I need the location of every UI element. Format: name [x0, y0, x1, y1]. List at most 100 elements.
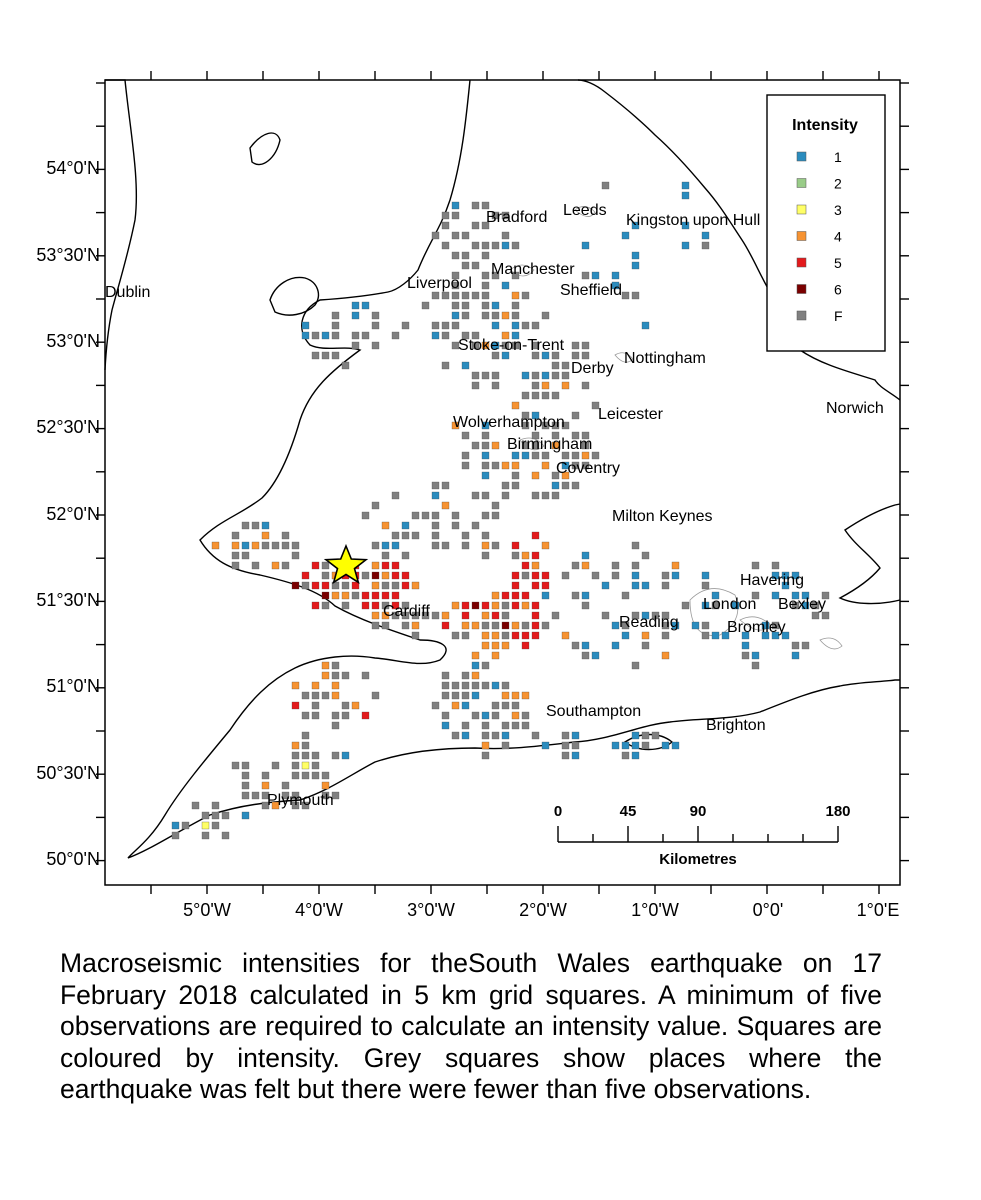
grid-square: [471, 371, 480, 380]
grid-square: [521, 391, 530, 400]
grid-square: [481, 721, 490, 730]
grid-square: [581, 601, 590, 610]
intensity-map: 54°0'N 53°30'N 53°0'N 52°30'N 52°0'N 51°…: [36, 71, 909, 920]
grid-square: [301, 731, 310, 740]
grid-square: [441, 481, 450, 490]
grid-square: [451, 271, 460, 280]
grid-square: [451, 321, 460, 330]
grid-square: [361, 511, 370, 520]
grid-square: [371, 621, 380, 630]
scale-label-0: 0: [554, 803, 562, 820]
grid-square: [291, 541, 300, 550]
grid-square: [631, 571, 640, 580]
lat-label: 54°0'N: [46, 158, 100, 178]
grid-square: [571, 351, 580, 360]
grid-square: [511, 581, 520, 590]
grid-square: [481, 451, 490, 460]
grid-square: [571, 751, 580, 760]
grid-square: [531, 411, 540, 420]
grid-square: [261, 531, 270, 540]
place-label-milton-keynes: Milton Keynes: [612, 508, 713, 525]
grid-square: [491, 441, 500, 450]
grid-square: [781, 581, 790, 590]
legend-title: Intensity: [792, 117, 858, 134]
grid-square: [331, 681, 340, 690]
grid-square: [741, 651, 750, 660]
grid-square: [491, 711, 500, 720]
grid-square: [491, 501, 500, 510]
grid-square: [481, 711, 490, 720]
grid-square: [291, 771, 300, 780]
grid-square: [501, 241, 510, 250]
grid-square: [591, 271, 600, 280]
grid-square: [261, 541, 270, 550]
grid-square: [601, 581, 610, 590]
grid-square: [391, 331, 400, 340]
grid-square: [321, 781, 330, 790]
grid-square: [171, 831, 180, 840]
grid-square: [361, 331, 370, 340]
grid-square: [411, 621, 420, 630]
grid-square: [481, 371, 490, 380]
grid-square: [511, 311, 520, 320]
grid-square: [441, 711, 450, 720]
grid-square: [301, 751, 310, 760]
grid-square: [641, 631, 650, 640]
grid-square: [341, 701, 350, 710]
axis-ticks: [96, 71, 909, 894]
grid-square: [481, 431, 490, 440]
grid-square: [681, 221, 690, 230]
lon-label: 4°0'W: [295, 900, 343, 920]
grid-square: [481, 471, 490, 480]
grid-square: [381, 541, 390, 550]
lat-label: 50°30'N: [36, 763, 100, 783]
grid-square: [511, 341, 520, 350]
grid-square: [541, 381, 550, 390]
place-label-leicester: Leicester: [598, 406, 664, 423]
grid-square: [451, 291, 460, 300]
grid-square: [591, 401, 600, 410]
grid-square: [481, 511, 490, 520]
scale-label-90: 90: [690, 803, 707, 820]
grid-square: [491, 511, 500, 520]
grid-square: [521, 371, 530, 380]
grid-square: [311, 711, 320, 720]
grid-square: [481, 221, 490, 230]
grid-square: [311, 751, 320, 760]
grid-square: [611, 741, 620, 750]
place-label-liverpool: Liverpool: [407, 275, 472, 292]
place-label-bradford: Bradford: [486, 209, 547, 226]
grid-square: [391, 591, 400, 600]
grid-square: [291, 761, 300, 770]
grid-square: [581, 641, 590, 650]
grid-square: [631, 581, 640, 590]
grid-square: [391, 571, 400, 580]
grid-square: [281, 531, 290, 540]
grid-square: [411, 531, 420, 540]
grid-square: [371, 611, 380, 620]
grid-square: [351, 301, 360, 310]
grid-square: [631, 561, 640, 570]
grid-square: [251, 561, 260, 570]
grid-square: [461, 461, 470, 470]
grid-square: [511, 291, 520, 300]
grid-square: [181, 821, 190, 830]
grid-square: [351, 591, 360, 600]
grid-square: [551, 611, 560, 620]
place-label-bromley: Bromley: [727, 619, 786, 636]
grid-square: [441, 621, 450, 630]
grid-square: [701, 621, 710, 630]
grid-square: [461, 601, 470, 610]
grid-square: [481, 661, 490, 670]
grid-square: [301, 331, 310, 340]
grid-square: [431, 231, 440, 240]
grid-square: [531, 601, 540, 610]
grid-square: [541, 461, 550, 470]
grid-square: [301, 581, 310, 590]
grid-square: [661, 611, 670, 620]
grid-square: [461, 671, 470, 680]
grid-square: [211, 801, 220, 810]
grid-square: [341, 581, 350, 590]
grid-square: [581, 461, 590, 470]
grid-square: [481, 631, 490, 640]
